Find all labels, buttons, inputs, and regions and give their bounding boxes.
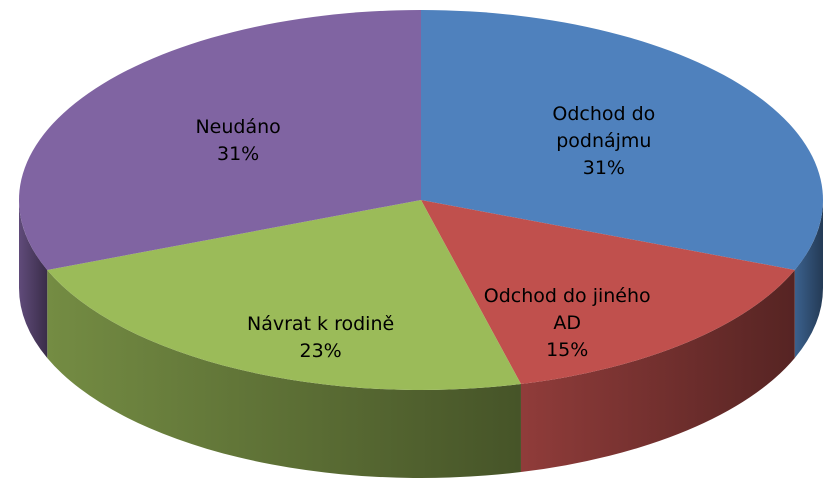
category-label: Odchod do jiného AD bbox=[483, 284, 651, 334]
slice-label: Odchod do podnájmu 31% bbox=[519, 101, 689, 182]
slice bbox=[421, 10, 824, 270]
slice-label: Návrat k rodině 23% bbox=[236, 311, 406, 365]
slice bbox=[421, 200, 795, 385]
slice-side bbox=[47, 269, 521, 478]
slice bbox=[18, 10, 421, 270]
slice-label: Neudáno 31% bbox=[153, 114, 323, 168]
category-label: Neudáno bbox=[195, 116, 281, 139]
slice-label: Odchod do jiného AD 15% bbox=[482, 283, 652, 364]
value-label: 31% bbox=[217, 143, 260, 166]
slice-side bbox=[18, 200, 48, 358]
category-label: Odchod do podnájmu bbox=[552, 102, 656, 152]
value-label: 31% bbox=[582, 156, 625, 179]
slice bbox=[47, 200, 521, 390]
category-label: Návrat k rodině bbox=[247, 313, 395, 336]
slice-side bbox=[520, 269, 795, 473]
value-label: 15% bbox=[546, 338, 589, 361]
slice-side bbox=[794, 200, 823, 358]
value-label: 23% bbox=[299, 340, 342, 363]
